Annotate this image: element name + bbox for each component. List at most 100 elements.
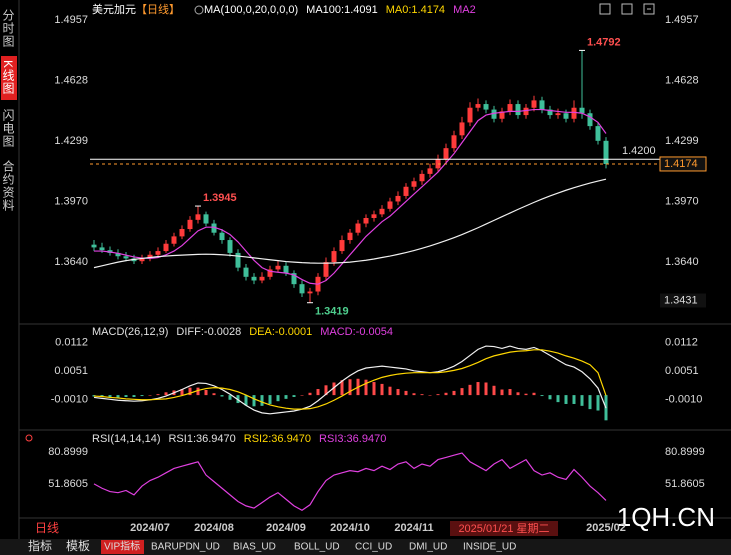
candle xyxy=(451,135,457,149)
candle xyxy=(115,252,121,257)
candle xyxy=(427,168,433,174)
candle xyxy=(571,107,577,119)
x-tick-label: 2024/07 xyxy=(130,522,170,534)
period-tag: 【日线】 xyxy=(136,2,180,16)
macd-bar xyxy=(484,382,488,396)
y-tick-label: 1.3640 xyxy=(665,256,699,268)
legend-entry: RSI3:36.9470 xyxy=(319,433,386,445)
y-tick-label: 1.3640 xyxy=(54,256,88,268)
macd-bar xyxy=(524,393,528,396)
macd-bar xyxy=(276,395,280,402)
macd-bar xyxy=(508,389,512,396)
candle xyxy=(195,214,201,220)
y-tick-label: 1.4299 xyxy=(665,135,699,147)
legend-entry: RSI(14,14,14) xyxy=(92,433,160,445)
legend-entry: RSI1:36.9470 xyxy=(168,433,235,445)
x-tick-label: 2024/11 xyxy=(394,522,433,534)
symbol: 美元加元 xyxy=(92,3,136,16)
y-tick-label: -0.0010 xyxy=(51,394,88,406)
candle xyxy=(347,232,353,241)
tab[interactable]: VIP指标 xyxy=(104,540,140,553)
macd-bar xyxy=(180,389,184,396)
macd-bar xyxy=(332,382,336,396)
candle xyxy=(147,254,153,259)
macd-bar xyxy=(436,394,440,396)
candle xyxy=(171,236,177,244)
candle xyxy=(403,186,409,196)
legend-entry: MA100:1.4091 xyxy=(306,4,378,16)
macd-bar xyxy=(556,395,560,403)
x-tick-label: 2025/02 xyxy=(586,522,626,534)
tab[interactable]: DMI_UD xyxy=(409,542,447,553)
low-label: 1.3431 xyxy=(664,294,698,306)
cursor-box xyxy=(450,521,558,536)
tab[interactable]: 模板 xyxy=(66,539,90,553)
tab[interactable]: CCI_UD xyxy=(355,542,392,553)
candle xyxy=(499,111,505,119)
legend: MACD(26,12,9) DIFF:-0.0028 DEA:-0.0001 MACD… xyxy=(92,326,393,338)
macd-bar xyxy=(316,389,320,396)
tab[interactable]: BARUPDN_UD xyxy=(151,542,220,553)
candle xyxy=(475,104,481,108)
rsi-icon[interactable] xyxy=(25,434,33,442)
candle xyxy=(523,107,529,116)
macd-bar xyxy=(204,389,208,396)
macd-bar xyxy=(500,389,504,396)
candle xyxy=(331,251,337,263)
candle xyxy=(251,276,257,281)
macd-bar xyxy=(196,387,200,396)
candle xyxy=(211,223,217,233)
candle xyxy=(227,240,233,253)
macd-bar xyxy=(220,395,224,397)
macd-bar xyxy=(420,394,424,396)
y-tick-label: -0.0010 xyxy=(665,394,702,406)
macd-bar xyxy=(132,395,136,397)
level-label: 1.4200 xyxy=(622,145,656,157)
macd-bar xyxy=(300,395,304,396)
y-tick-label: 1.4957 xyxy=(665,14,699,26)
candle xyxy=(355,223,361,233)
x-tick-label: 2024/08 xyxy=(194,522,234,534)
macd-bar xyxy=(532,392,536,396)
macd-bar xyxy=(244,395,248,406)
macd-bar xyxy=(380,383,384,396)
macd-bar xyxy=(460,388,464,396)
macd-bar xyxy=(292,395,296,397)
window-icons xyxy=(599,3,655,15)
extreme-label: 1.3945 xyxy=(203,192,237,204)
candle xyxy=(291,273,297,285)
macd-bar xyxy=(124,395,128,397)
macd-bar xyxy=(340,380,344,396)
macd-bar xyxy=(412,393,416,396)
side-tab[interactable]: 闪电图 xyxy=(1,108,15,148)
macd-bar xyxy=(284,395,288,399)
macd-bar xyxy=(260,395,264,406)
y-tick-label: 80.8999 xyxy=(665,446,705,458)
indicator: MA(100,0,20,0,0,0) xyxy=(204,4,298,16)
side-tab[interactable]: K线图 xyxy=(1,56,17,100)
macd-bar xyxy=(92,395,96,397)
tab[interactable]: INSIDE_UD xyxy=(463,542,516,553)
add-icon xyxy=(194,5,204,15)
candle xyxy=(555,113,561,116)
candle xyxy=(563,113,569,119)
last-box xyxy=(659,156,707,172)
extreme-label: 1.4792 xyxy=(587,36,621,48)
macd-bar xyxy=(252,395,256,407)
side-tab[interactable]: 合约资料 xyxy=(1,160,15,212)
macd-bar xyxy=(588,395,592,410)
macd-bar xyxy=(492,385,496,396)
side-tab[interactable]: 分时图 xyxy=(1,8,15,48)
candle xyxy=(339,240,345,252)
x-tick-label: 2024/10 xyxy=(330,522,370,534)
tab[interactable]: BIAS_UD xyxy=(233,542,276,553)
watermark: 1QH.CN xyxy=(617,502,715,532)
candle xyxy=(259,276,265,281)
macd-bar xyxy=(564,395,568,404)
tab[interactable]: 指标 xyxy=(28,538,52,553)
macd-bar xyxy=(156,394,160,396)
tab[interactable]: BOLL_UD xyxy=(294,542,340,553)
candle xyxy=(307,291,313,294)
candle xyxy=(539,100,545,110)
